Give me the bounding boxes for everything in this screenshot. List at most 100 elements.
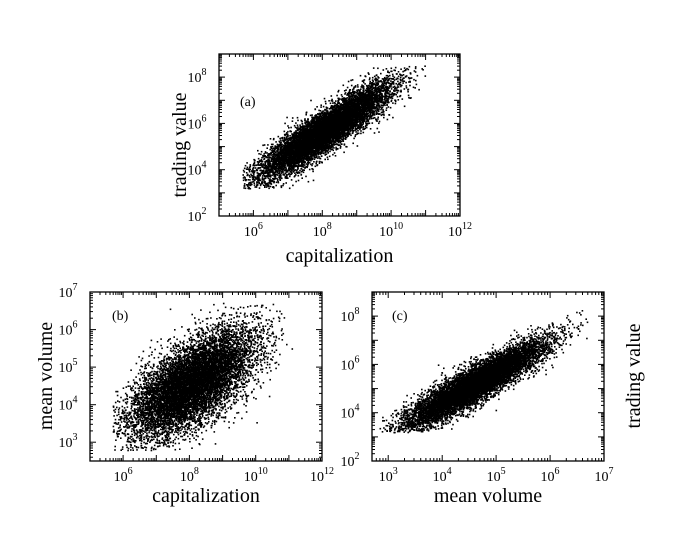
scatter-point	[365, 124, 367, 127]
scatter-point	[344, 92, 347, 94]
scatter-point	[371, 76, 374, 79]
scatter-point	[248, 168, 250, 170]
scatter-point	[316, 106, 318, 108]
scatter-point	[327, 114, 330, 116]
scatter-point	[365, 102, 367, 104]
scatter-point	[363, 87, 365, 90]
scatter-point	[253, 161, 256, 163]
scatter-point	[262, 144, 264, 147]
scatter-point	[300, 119, 303, 122]
scatter-point	[365, 120, 368, 122]
scatter-point	[378, 77, 380, 79]
scatter-point	[254, 170, 256, 172]
scatter-point	[377, 116, 379, 119]
scatter-point	[318, 112, 321, 115]
scatter-point	[248, 169, 250, 171]
scatter-point	[277, 170, 280, 172]
scatter-point	[393, 76, 396, 79]
scatter-point	[405, 87, 408, 89]
scatter-point	[354, 135, 356, 138]
scatter-point	[276, 163, 279, 165]
scatter-point	[368, 122, 371, 125]
scatter-point	[312, 179, 315, 182]
scatter-point	[274, 146, 276, 148]
scatter-point	[244, 164, 247, 167]
scatter-point	[297, 174, 300, 177]
scatter-point	[399, 83, 401, 86]
scatter-point	[336, 94, 338, 97]
scatter-point	[356, 93, 359, 95]
scatter-point	[265, 186, 268, 188]
scatter-point	[388, 71, 391, 74]
scatter-point	[392, 75, 394, 77]
scatter-point	[301, 170, 304, 172]
scatter-point	[319, 157, 322, 160]
scatter-point	[310, 163, 312, 166]
scatter-point	[297, 179, 300, 182]
scatter-point	[346, 94, 348, 96]
scatter-point	[407, 76, 410, 79]
scatter-point	[377, 108, 380, 111]
scatter-point	[342, 105, 345, 107]
scatter-point	[283, 136, 286, 139]
scatter-point	[345, 136, 348, 139]
scatter-point	[327, 158, 329, 161]
scatter-point	[400, 68, 402, 70]
scatter-point	[247, 179, 250, 181]
scatter-point	[317, 157, 319, 159]
scatter-point	[338, 144, 340, 146]
scatter-point	[346, 86, 349, 89]
scatter-point	[293, 124, 296, 127]
scatter-point	[353, 86, 356, 88]
scatter-point	[263, 167, 265, 169]
scatter-point	[346, 97, 349, 99]
scatter-point	[346, 99, 348, 102]
scatter-point	[390, 70, 392, 73]
scatter-point	[311, 114, 313, 116]
scatter-point	[409, 84, 411, 87]
scatter-point	[264, 151, 267, 153]
scatter-point	[246, 162, 248, 164]
scatter-point	[286, 132, 288, 134]
scatter-point	[342, 140, 345, 142]
scatter-point	[305, 157, 307, 160]
scatter-point	[242, 179, 245, 182]
scatter-point	[276, 167, 278, 170]
scatter-point	[307, 180, 310, 183]
scatter-point	[282, 183, 285, 185]
scatter-point	[267, 170, 269, 173]
scatter-point	[329, 148, 332, 150]
scatter-point	[335, 146, 337, 149]
scatter-point	[282, 136, 284, 139]
scatter-point	[297, 129, 300, 131]
scatter-point	[383, 99, 386, 101]
scatter-point	[259, 169, 261, 172]
scatter-point	[274, 176, 276, 179]
scatter-point	[331, 148, 334, 150]
scatter-point	[295, 130, 297, 132]
scatter-point	[299, 169, 301, 172]
scatter-point	[261, 179, 264, 181]
scatter-point	[277, 181, 279, 183]
scatter-point	[272, 153, 274, 156]
scatter-point	[418, 88, 420, 91]
scatter-point	[372, 67, 375, 69]
scatter-point	[397, 89, 400, 92]
scatter-point	[376, 112, 379, 115]
scatter-point	[359, 119, 361, 121]
scatter-point	[254, 186, 256, 188]
scatter-point	[401, 78, 404, 81]
scatter-point	[293, 175, 296, 178]
scatter-point	[386, 118, 389, 121]
scatter-point	[296, 124, 299, 126]
scatter-point	[272, 186, 274, 188]
scatter-point	[385, 68, 388, 70]
scatter-point	[258, 153, 260, 155]
scatter-point	[281, 146, 284, 148]
scatter-point	[369, 89, 372, 92]
scatter-point	[253, 184, 256, 186]
scatter-point	[415, 83, 418, 86]
scatter-point	[338, 115, 341, 117]
scatter-point	[293, 143, 296, 145]
